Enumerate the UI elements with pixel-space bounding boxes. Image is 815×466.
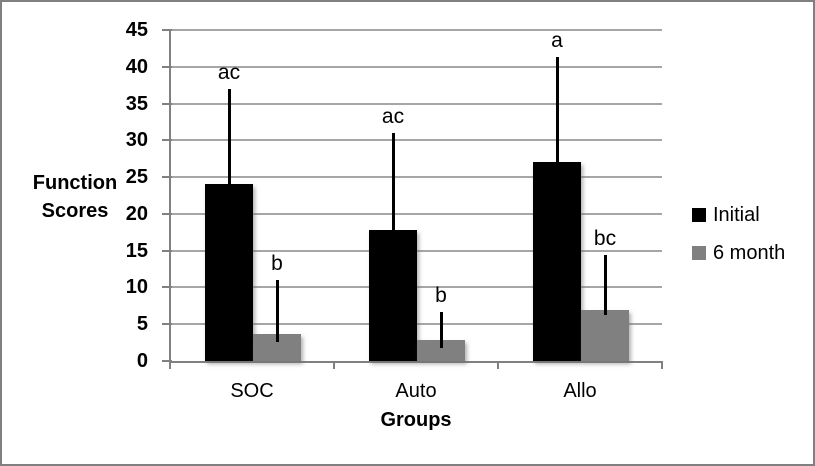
y-tick-15 <box>162 249 172 252</box>
error-bar-6-month-allo <box>603 255 607 316</box>
sig-letter-6-month-auto: b <box>435 283 447 307</box>
x-tick-0 <box>169 361 171 369</box>
y-tick-label-30: 30 <box>125 129 148 152</box>
legend-item-initial: Initial <box>692 204 785 226</box>
error-bar-initial-allo <box>555 57 559 170</box>
gridline-45 <box>170 29 662 31</box>
x-tick-2 <box>497 361 499 369</box>
sig-letter-initial-allo: a <box>551 29 563 53</box>
legend-marker-icon <box>692 246 706 260</box>
y-tick-0 <box>162 360 172 362</box>
gridline-20 <box>170 212 662 215</box>
y-tick-label-20: 20 <box>125 202 148 225</box>
x-category-label-auto: Auto <box>395 380 437 402</box>
gridline-25 <box>170 176 662 179</box>
y-axis-title-line2: Scores <box>41 200 109 222</box>
error-bar-6-month-auto <box>439 311 443 348</box>
bar-initial-allo <box>533 162 581 361</box>
legend-label: 6 month <box>713 242 786 264</box>
sig-letter-6-month-allo: bc <box>593 227 617 251</box>
y-tick-label-35: 35 <box>125 92 148 115</box>
x-category-label-allo: Allo <box>563 380 597 402</box>
y-tick-25 <box>162 176 172 179</box>
bar-6-month-auto <box>417 339 465 361</box>
gridline-30 <box>170 139 662 142</box>
legend: Initial 6 month <box>692 204 785 280</box>
error-bar-6-month-soc <box>275 280 279 342</box>
sig-letter-initial-auto: ac <box>381 104 405 128</box>
gridline-35 <box>170 102 662 105</box>
y-tick-label-25: 25 <box>125 166 148 189</box>
y-axis-title-line1: Function <box>32 172 118 194</box>
bar-initial-soc <box>205 184 253 361</box>
x-axis-line <box>169 361 663 363</box>
y-tick-30 <box>162 139 172 142</box>
y-axis-title: Function Scores <box>20 169 130 225</box>
x-axis-title: Groups <box>380 409 452 431</box>
y-tick-label-5: 5 <box>136 313 148 336</box>
x-category-label-soc: SOC <box>230 380 274 402</box>
error-bar-initial-auto <box>391 132 395 236</box>
y-tick-label-45: 45 <box>125 19 148 41</box>
y-tick-45 <box>162 29 172 31</box>
error-bar-initial-soc <box>227 88 231 192</box>
sig-letter-6-month-soc: b <box>271 252 283 276</box>
y-tick-35 <box>162 102 172 105</box>
x-tick-3 <box>661 361 663 369</box>
y-axis-line <box>169 30 171 363</box>
x-tick-1 <box>333 361 335 369</box>
y-tick-20 <box>162 212 172 215</box>
y-tick-5 <box>162 323 172 326</box>
y-tick-40 <box>162 65 172 68</box>
y-tick-10 <box>162 286 172 289</box>
bar-initial-auto <box>369 230 417 361</box>
y-tick-label-40: 40 <box>125 55 148 78</box>
y-tick-label-10: 10 <box>125 276 148 299</box>
legend-item-6-month: 6 month <box>692 242 785 264</box>
sig-letter-initial-soc: ac <box>217 60 241 84</box>
legend-label: Initial <box>713 204 760 226</box>
legend-marker-icon <box>692 208 706 222</box>
y-tick-label-0: 0 <box>136 350 148 372</box>
y-tick-label-15: 15 <box>125 239 148 262</box>
gridline-40 <box>170 65 662 68</box>
bar-6-month-allo <box>581 309 629 361</box>
